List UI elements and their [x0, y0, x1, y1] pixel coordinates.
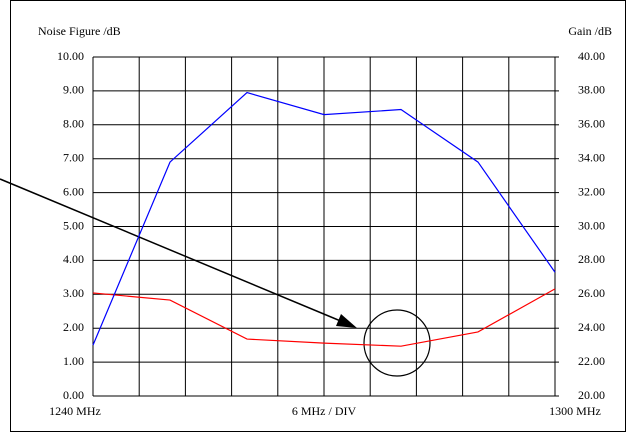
annotation-arrow: [0, 178, 344, 323]
y2-tick-label: 26.00: [578, 286, 605, 300]
y2-tick-label: 34.00: [578, 150, 605, 164]
annotation-circle: [363, 309, 431, 377]
frame: [10, 0, 626, 432]
y-tick-label: 8.00: [63, 117, 84, 131]
y2-tick-label: 22.00: [578, 354, 605, 368]
x-tick-label: 1300 MHz: [549, 404, 601, 418]
y-tick-label: 0.00: [63, 388, 84, 402]
y-tick-label: 2.00: [63, 320, 84, 334]
y2-axis-title: Gain /dB: [568, 24, 612, 38]
y-tick-label: 10.00: [57, 49, 84, 63]
series-line: [92, 91, 556, 346]
arrow-head: [336, 314, 357, 328]
y2-tick-label: 24.00: [578, 320, 605, 334]
y-tick-label: 6.00: [63, 184, 84, 198]
y2-tick-label: 32.00: [578, 184, 605, 198]
y-tick-label: 5.00: [63, 218, 84, 232]
y2-tick-label: 38.00: [578, 83, 605, 97]
x-tick-label: 1240 MHz: [49, 404, 101, 418]
y-tick-label: 7.00: [63, 150, 84, 164]
y2-tick-label: 28.00: [578, 252, 605, 266]
y-tick-label: 4.00: [63, 252, 84, 266]
series-line: [92, 288, 556, 347]
y-tick-label: 3.00: [63, 286, 84, 300]
y2-tick-label: 36.00: [578, 117, 605, 131]
y2-tick-label: 30.00: [578, 218, 605, 232]
y2-tick-label: 40.00: [578, 49, 605, 63]
y2-tick-label: 20.00: [578, 388, 605, 402]
y-axis-title: Noise Figure /dB: [38, 24, 121, 38]
y-tick-label: 9.00: [63, 83, 84, 97]
x-axis-title: 6 MHz / DIV: [292, 404, 357, 418]
y-tick-label: 1.00: [63, 354, 84, 368]
